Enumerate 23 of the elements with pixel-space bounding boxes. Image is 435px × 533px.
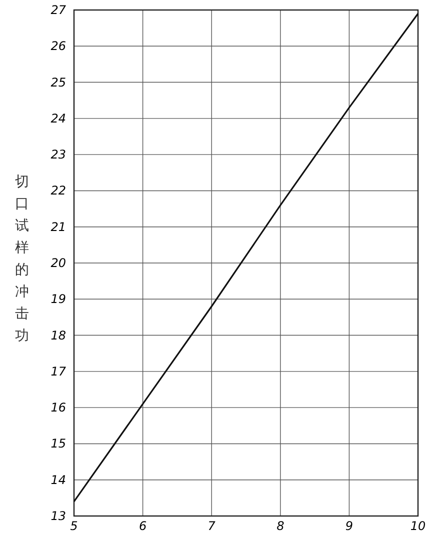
y-tick-label: 14 [50,472,66,487]
x-tick-label: 5 [70,519,78,533]
y-tick-label: 21 [50,220,66,234]
y-tick-label: 16 [50,400,66,415]
y-tick-label: 27 [50,3,66,17]
y-tick-label: 20 [50,256,66,270]
y-tick-label: 24 [50,111,66,126]
x-tick-label: 7 [208,519,216,533]
y-tick-label: 19 [50,292,66,306]
y-tick-label: 13 [50,509,66,523]
y-tick-label: 22 [50,184,66,198]
y-axis-title: 切口试样的冲击功 [15,174,29,344]
y-tick-label: 26 [50,39,66,54]
y-tick-label: 15 [50,436,66,451]
x-tick-label: 8 [276,519,285,533]
x-tick-label: 6 [138,519,147,533]
line-series [73,12,419,502]
x-tick-label: 9 [345,519,354,533]
y-tick-label: 23 [50,148,66,162]
y-tick-label: 18 [50,328,66,342]
x-tick-label: 10 [410,519,426,533]
y-tick-label: 17 [50,364,66,378]
y-tick-label: 25 [50,75,66,90]
